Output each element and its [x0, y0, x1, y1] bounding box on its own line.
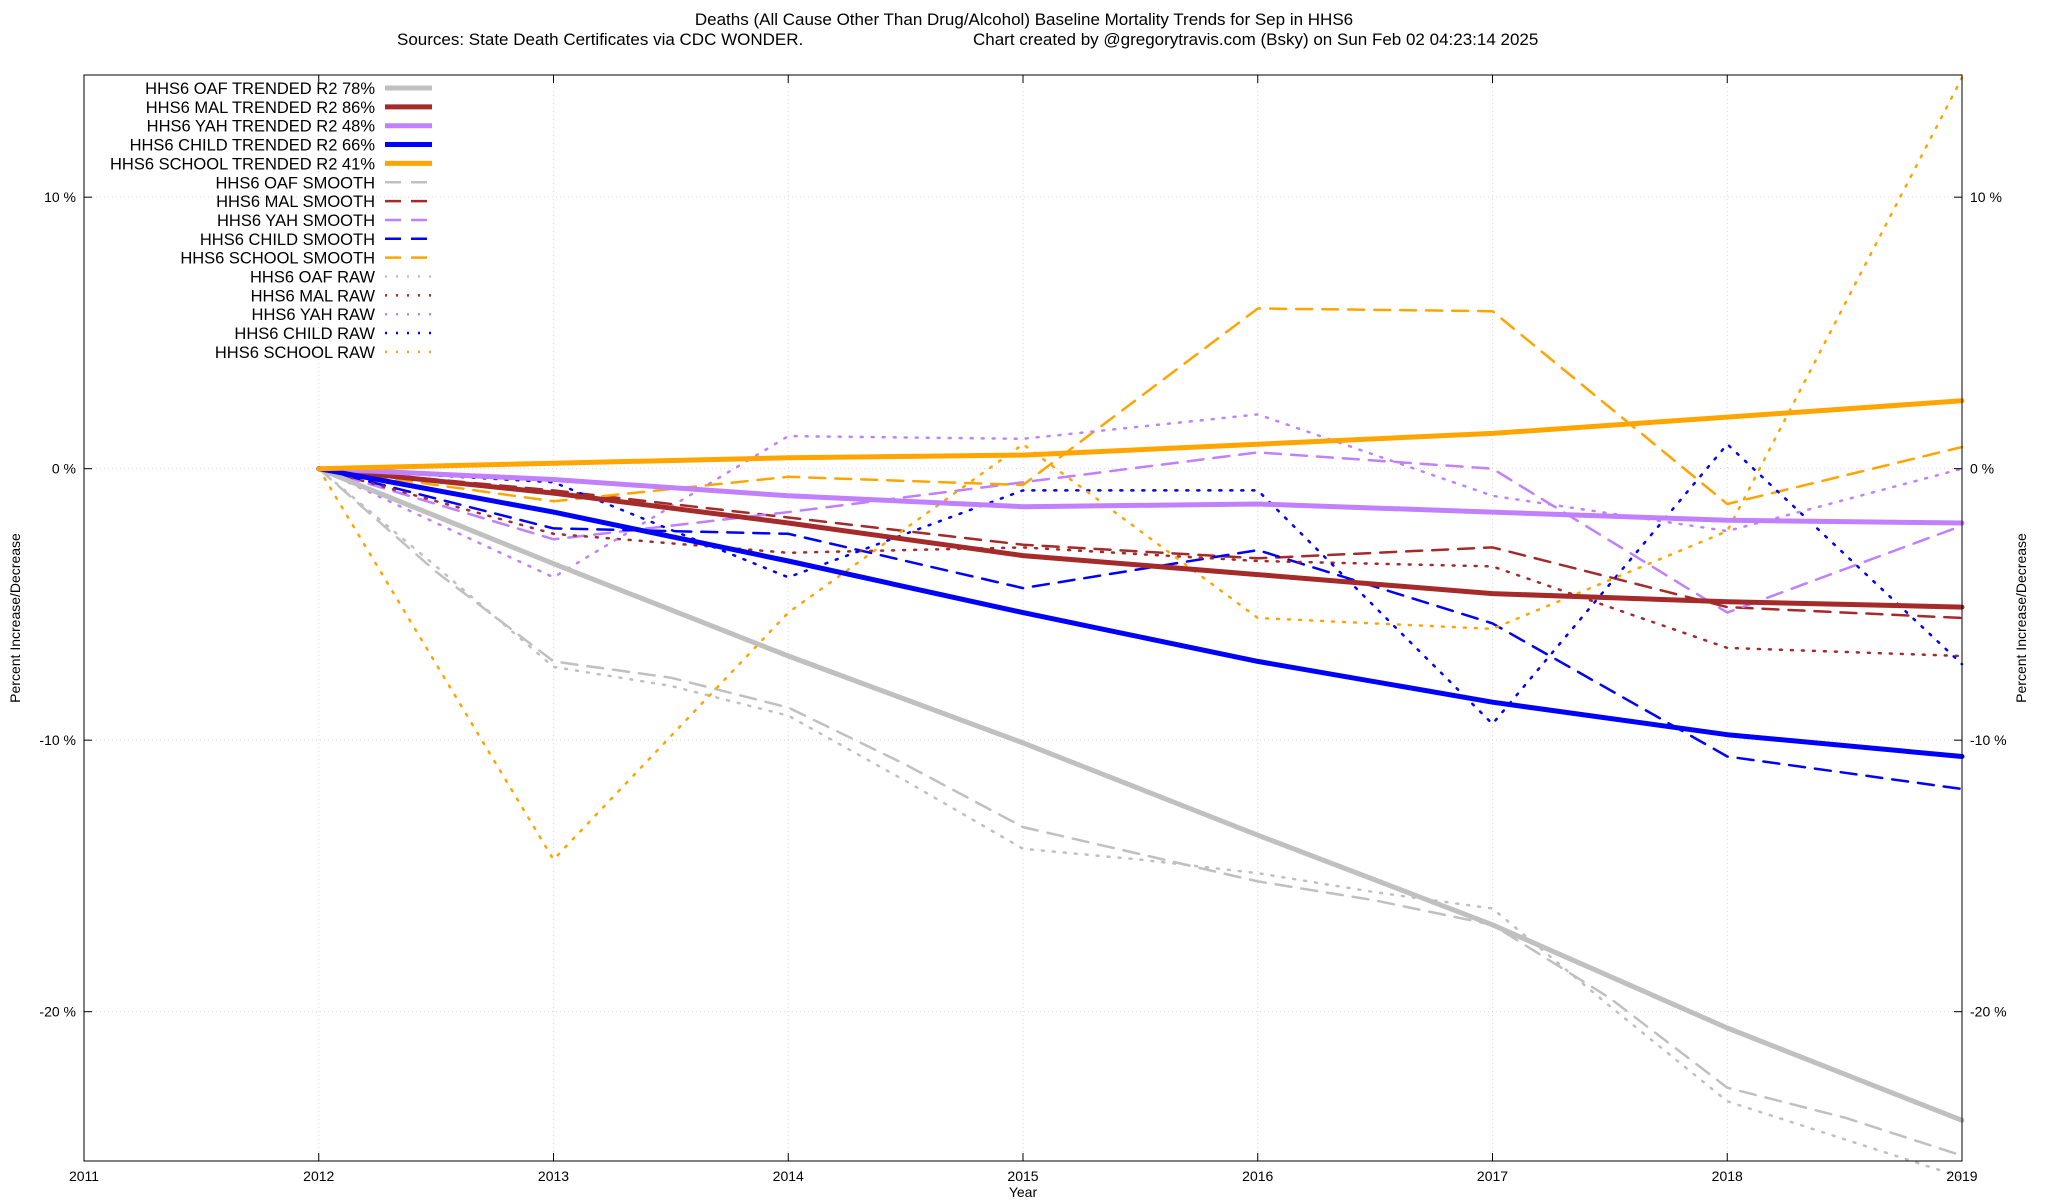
y-tick-label: 10 %	[44, 189, 76, 205]
y-axis-label: Percent Increase/Decrease	[7, 533, 23, 703]
legend-label: HHS6 OAF TRENDED R2 78%	[145, 80, 375, 98]
series-line	[317, 76, 1964, 861]
y2-axis-label: Percent Increase/Decrease	[2013, 533, 2029, 703]
legend-label: HHS6 SCHOOL RAW	[215, 344, 376, 362]
x-tick-label: 2012	[303, 1168, 334, 1184]
legend-label: HHS6 YAH SMOOTH	[217, 212, 375, 230]
legend-label: HHS6 MAL SMOOTH	[216, 193, 375, 211]
x-tick-label: 2019	[1946, 1168, 1977, 1184]
series-line	[317, 442, 1964, 726]
series-line	[317, 467, 1964, 791]
series-line	[316, 466, 1965, 610]
series-line	[316, 466, 1965, 1123]
y2-tick-label: 0 %	[1970, 461, 1994, 477]
y2-tick-label: 10 %	[1970, 189, 2002, 205]
legend-label: HHS6 SCHOOL TRENDED R2 41%	[110, 155, 375, 173]
series-line	[317, 467, 1964, 1179]
chart-title: Deaths (All Cause Other Than Drug/Alcoho…	[695, 10, 1353, 29]
series-line	[316, 398, 1965, 472]
legend-label: HHS6 OAF RAW	[250, 269, 375, 287]
legend-label: HHS6 MAL RAW	[251, 287, 376, 305]
series-line	[317, 307, 1964, 506]
x-axis-label: Year	[1009, 1184, 1038, 1200]
legend-label: HHS6 CHILD SMOOTH	[200, 231, 375, 249]
x-tick-label: 2013	[538, 1168, 569, 1184]
series-line	[316, 466, 1965, 759]
x-tick-label: 2014	[773, 1168, 804, 1184]
series-line	[317, 467, 1964, 620]
axes: 2011 2012 2013 2014 2015 2016 2017 2018 2019 10 %…	[39, 75, 2007, 1184]
series-line	[317, 467, 1964, 1157]
y2-tick-label: -10 %	[1970, 732, 2007, 748]
x-tick-label: 2016	[1242, 1168, 1273, 1184]
y2-tick-label: -20 %	[1970, 1004, 2007, 1020]
y-tick-label: -10 %	[39, 732, 76, 748]
legend-label: HHS6 SCHOOL SMOOTH	[180, 250, 375, 268]
legend-label: HHS6 OAF SMOOTH	[215, 174, 375, 192]
y-tick-label: -20 %	[39, 1004, 76, 1020]
x-tick-label: 2011	[69, 1168, 99, 1184]
x-tick-label: 2015	[1007, 1168, 1038, 1184]
y-tick-label: 0 %	[52, 461, 76, 477]
x-tick-label: 2017	[1477, 1168, 1508, 1184]
legend-label: HHS6 YAH RAW	[252, 306, 376, 324]
legend-label: HHS6 YAH TRENDED R2 48%	[147, 118, 376, 136]
plot-series	[316, 76, 1965, 1179]
series-line	[317, 451, 1964, 614]
legend-label: HHS6 CHILD TRENDED R2 66%	[130, 137, 376, 155]
series-line	[316, 466, 1965, 526]
legend: HHS6 OAF TRENDED R2 78%HHS6 MAL TRENDED …	[110, 80, 432, 362]
legend-label: HHS6 MAL TRENDED R2 86%	[146, 99, 376, 117]
legend-label: HHS6 CHILD RAW	[234, 325, 375, 343]
chart-source: Sources: State Death Certificates via CD…	[397, 30, 803, 49]
chart-credit: Chart created by @gregorytravis.com (Bsk…	[973, 30, 1538, 49]
x-tick-label: 2018	[1712, 1168, 1743, 1184]
